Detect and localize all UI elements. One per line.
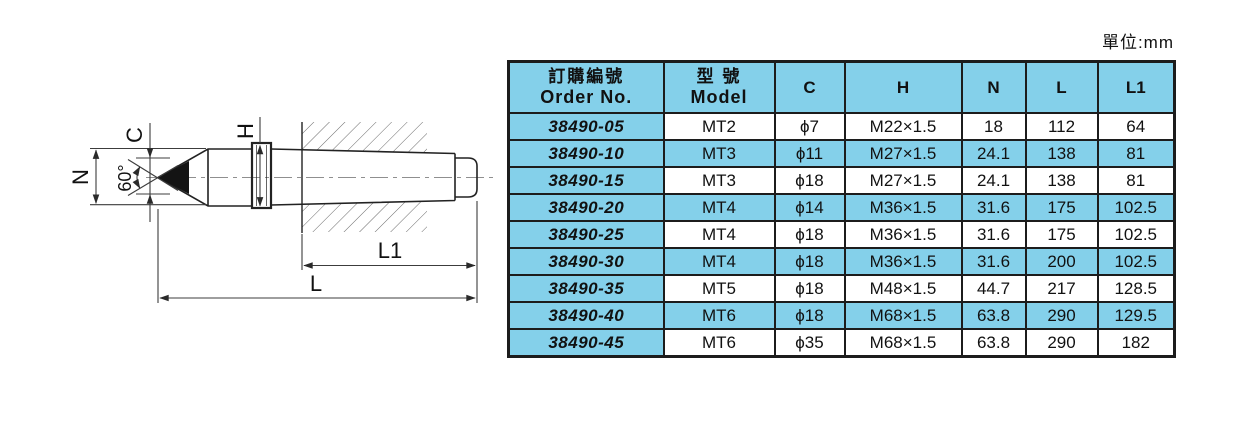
model-cell: MT3 (662, 139, 776, 168)
c-cell: ϕ11 (773, 139, 846, 168)
table-row: 38490-25 MT4 ϕ18 M36×1.5 31.6 175 102.5 (507, 220, 1176, 249)
table-row: 38490-20 MT4 ϕ14 M36×1.5 31.6 175 102.5 (507, 193, 1176, 222)
l1-cell: 81 (1096, 166, 1176, 195)
table-row: 38490-05 MT2 ϕ7 M22×1.5 18 112 64 (507, 112, 1176, 141)
dim-label-h: H (233, 123, 258, 139)
table-row: 38490-15 MT3 ϕ18 M27×1.5 24.1 138 81 (507, 166, 1176, 195)
l1-cell: 102.5 (1096, 247, 1176, 276)
model-cell: MT5 (662, 274, 776, 303)
h-cell: M27×1.5 (843, 166, 963, 195)
col-header-h: H (843, 60, 963, 114)
carbide-tip (158, 161, 189, 194)
col-header-model-en: Model (690, 86, 748, 107)
h-cell: M22×1.5 (843, 112, 963, 141)
n-cell: 31.6 (960, 193, 1027, 222)
h-cell: M68×1.5 (843, 301, 963, 330)
model-cell: MT3 (662, 166, 776, 195)
col-header-order-no: 訂購編號 Order No. (507, 60, 665, 114)
body-outline (157, 141, 478, 210)
l-cell: 175 (1024, 193, 1099, 222)
col-header-model: 型 號 Model (662, 60, 776, 114)
l-cell: 112 (1024, 112, 1099, 141)
spec-table: 訂購編號 Order No. 型 號 Model C H N L L1 3849… (507, 60, 1176, 358)
n-cell: 31.6 (960, 220, 1027, 249)
c-cell: ϕ35 (773, 328, 846, 358)
l1-cell: 102.5 (1096, 193, 1176, 222)
dimension-lines (90, 117, 478, 303)
order-no-cell: 38490-20 (507, 193, 665, 222)
order-no-cell: 38490-30 (507, 247, 665, 276)
order-no-cell: 38490-05 (507, 112, 665, 141)
order-no-cell: 38490-15 (507, 166, 665, 195)
model-cell: MT4 (662, 220, 776, 249)
model-cell: MT6 (662, 301, 776, 330)
l-cell: 138 (1024, 166, 1099, 195)
header-row: 訂購編號 Order No. 型 號 Model C H N L L1 (507, 60, 1176, 114)
l-cell: 200 (1024, 247, 1099, 276)
table-row: 38490-30 MT4 ϕ18 M36×1.5 31.6 200 102.5 (507, 247, 1176, 276)
table-row: 38490-35 MT5 ϕ18 M48×1.5 44.7 217 128.5 (507, 274, 1176, 303)
col-header-l1: L1 (1096, 60, 1176, 114)
order-no-cell: 38490-35 (507, 274, 665, 303)
order-no-cell: 38490-45 (507, 328, 665, 358)
model-cell: MT2 (662, 112, 776, 141)
model-cell: MT6 (662, 328, 776, 358)
order-no-cell: 38490-40 (507, 301, 665, 330)
col-header-order-no-zh: 訂購編號 (548, 67, 625, 87)
order-no-cell: 38490-25 (507, 220, 665, 249)
c-cell: ϕ18 (773, 220, 846, 249)
table-row: 38490-10 MT3 ϕ11 M27×1.5 24.1 138 81 (507, 139, 1176, 168)
model-cell: MT4 (662, 193, 776, 222)
dim-label-n: N (68, 169, 93, 185)
h-cell: M48×1.5 (843, 274, 963, 303)
h-cell: M36×1.5 (843, 220, 963, 249)
h-cell: M68×1.5 (843, 328, 963, 358)
c-cell: ϕ18 (773, 166, 846, 195)
l-cell: 138 (1024, 139, 1099, 168)
n-cell: 24.1 (960, 166, 1027, 195)
dim-label-l1: L1 (378, 238, 402, 263)
h-cell: M36×1.5 (843, 247, 963, 276)
table-row: 38490-40 MT6 ϕ18 M68×1.5 63.8 290 129.5 (507, 301, 1176, 330)
dim-label-angle: 60° (115, 164, 135, 191)
l1-cell: 64 (1096, 112, 1176, 141)
technical-drawing: N C 60° H L1 L (68, 117, 498, 303)
dim-label-c: C (122, 127, 147, 143)
col-header-l: L (1024, 60, 1099, 114)
c-cell: ϕ14 (773, 193, 846, 222)
l-cell: 290 (1024, 301, 1099, 330)
l1-cell: 81 (1096, 139, 1176, 168)
c-cell: ϕ18 (773, 247, 846, 276)
l-cell: 175 (1024, 220, 1099, 249)
wall-hatch-bottom (302, 201, 427, 232)
l1-cell: 129.5 (1096, 301, 1176, 330)
l1-cell: 128.5 (1096, 274, 1176, 303)
n-cell: 24.1 (960, 139, 1027, 168)
unit-note: 單位:mm (1101, 33, 1174, 52)
col-header-model-zh: 型 號 (696, 67, 742, 87)
dim-label-l: L (310, 271, 322, 296)
n-cell: 31.6 (960, 247, 1027, 276)
l1-cell: 182 (1096, 328, 1176, 358)
col-header-order-no-en: Order No. (540, 86, 633, 107)
table-row: 38490-45 MT6 ϕ35 M68×1.5 63.8 290 182 (507, 328, 1176, 358)
order-no-cell: 38490-10 (507, 139, 665, 168)
c-cell: ϕ7 (773, 112, 846, 141)
n-cell: 44.7 (960, 274, 1027, 303)
wall-hatch-top (302, 122, 427, 153)
model-cell: MT4 (662, 247, 776, 276)
h-cell: M27×1.5 (843, 139, 963, 168)
col-header-c: C (773, 60, 846, 114)
h-cell: M36×1.5 (843, 193, 963, 222)
l1-cell: 102.5 (1096, 220, 1176, 249)
l-cell: 217 (1024, 274, 1099, 303)
n-cell: 63.8 (960, 301, 1027, 330)
c-cell: ϕ18 (773, 274, 846, 303)
c-cell: ϕ18 (773, 301, 846, 330)
n-cell: 18 (960, 112, 1027, 141)
col-header-n: N (960, 60, 1027, 114)
n-cell: 63.8 (960, 328, 1027, 358)
l-cell: 290 (1024, 328, 1099, 358)
